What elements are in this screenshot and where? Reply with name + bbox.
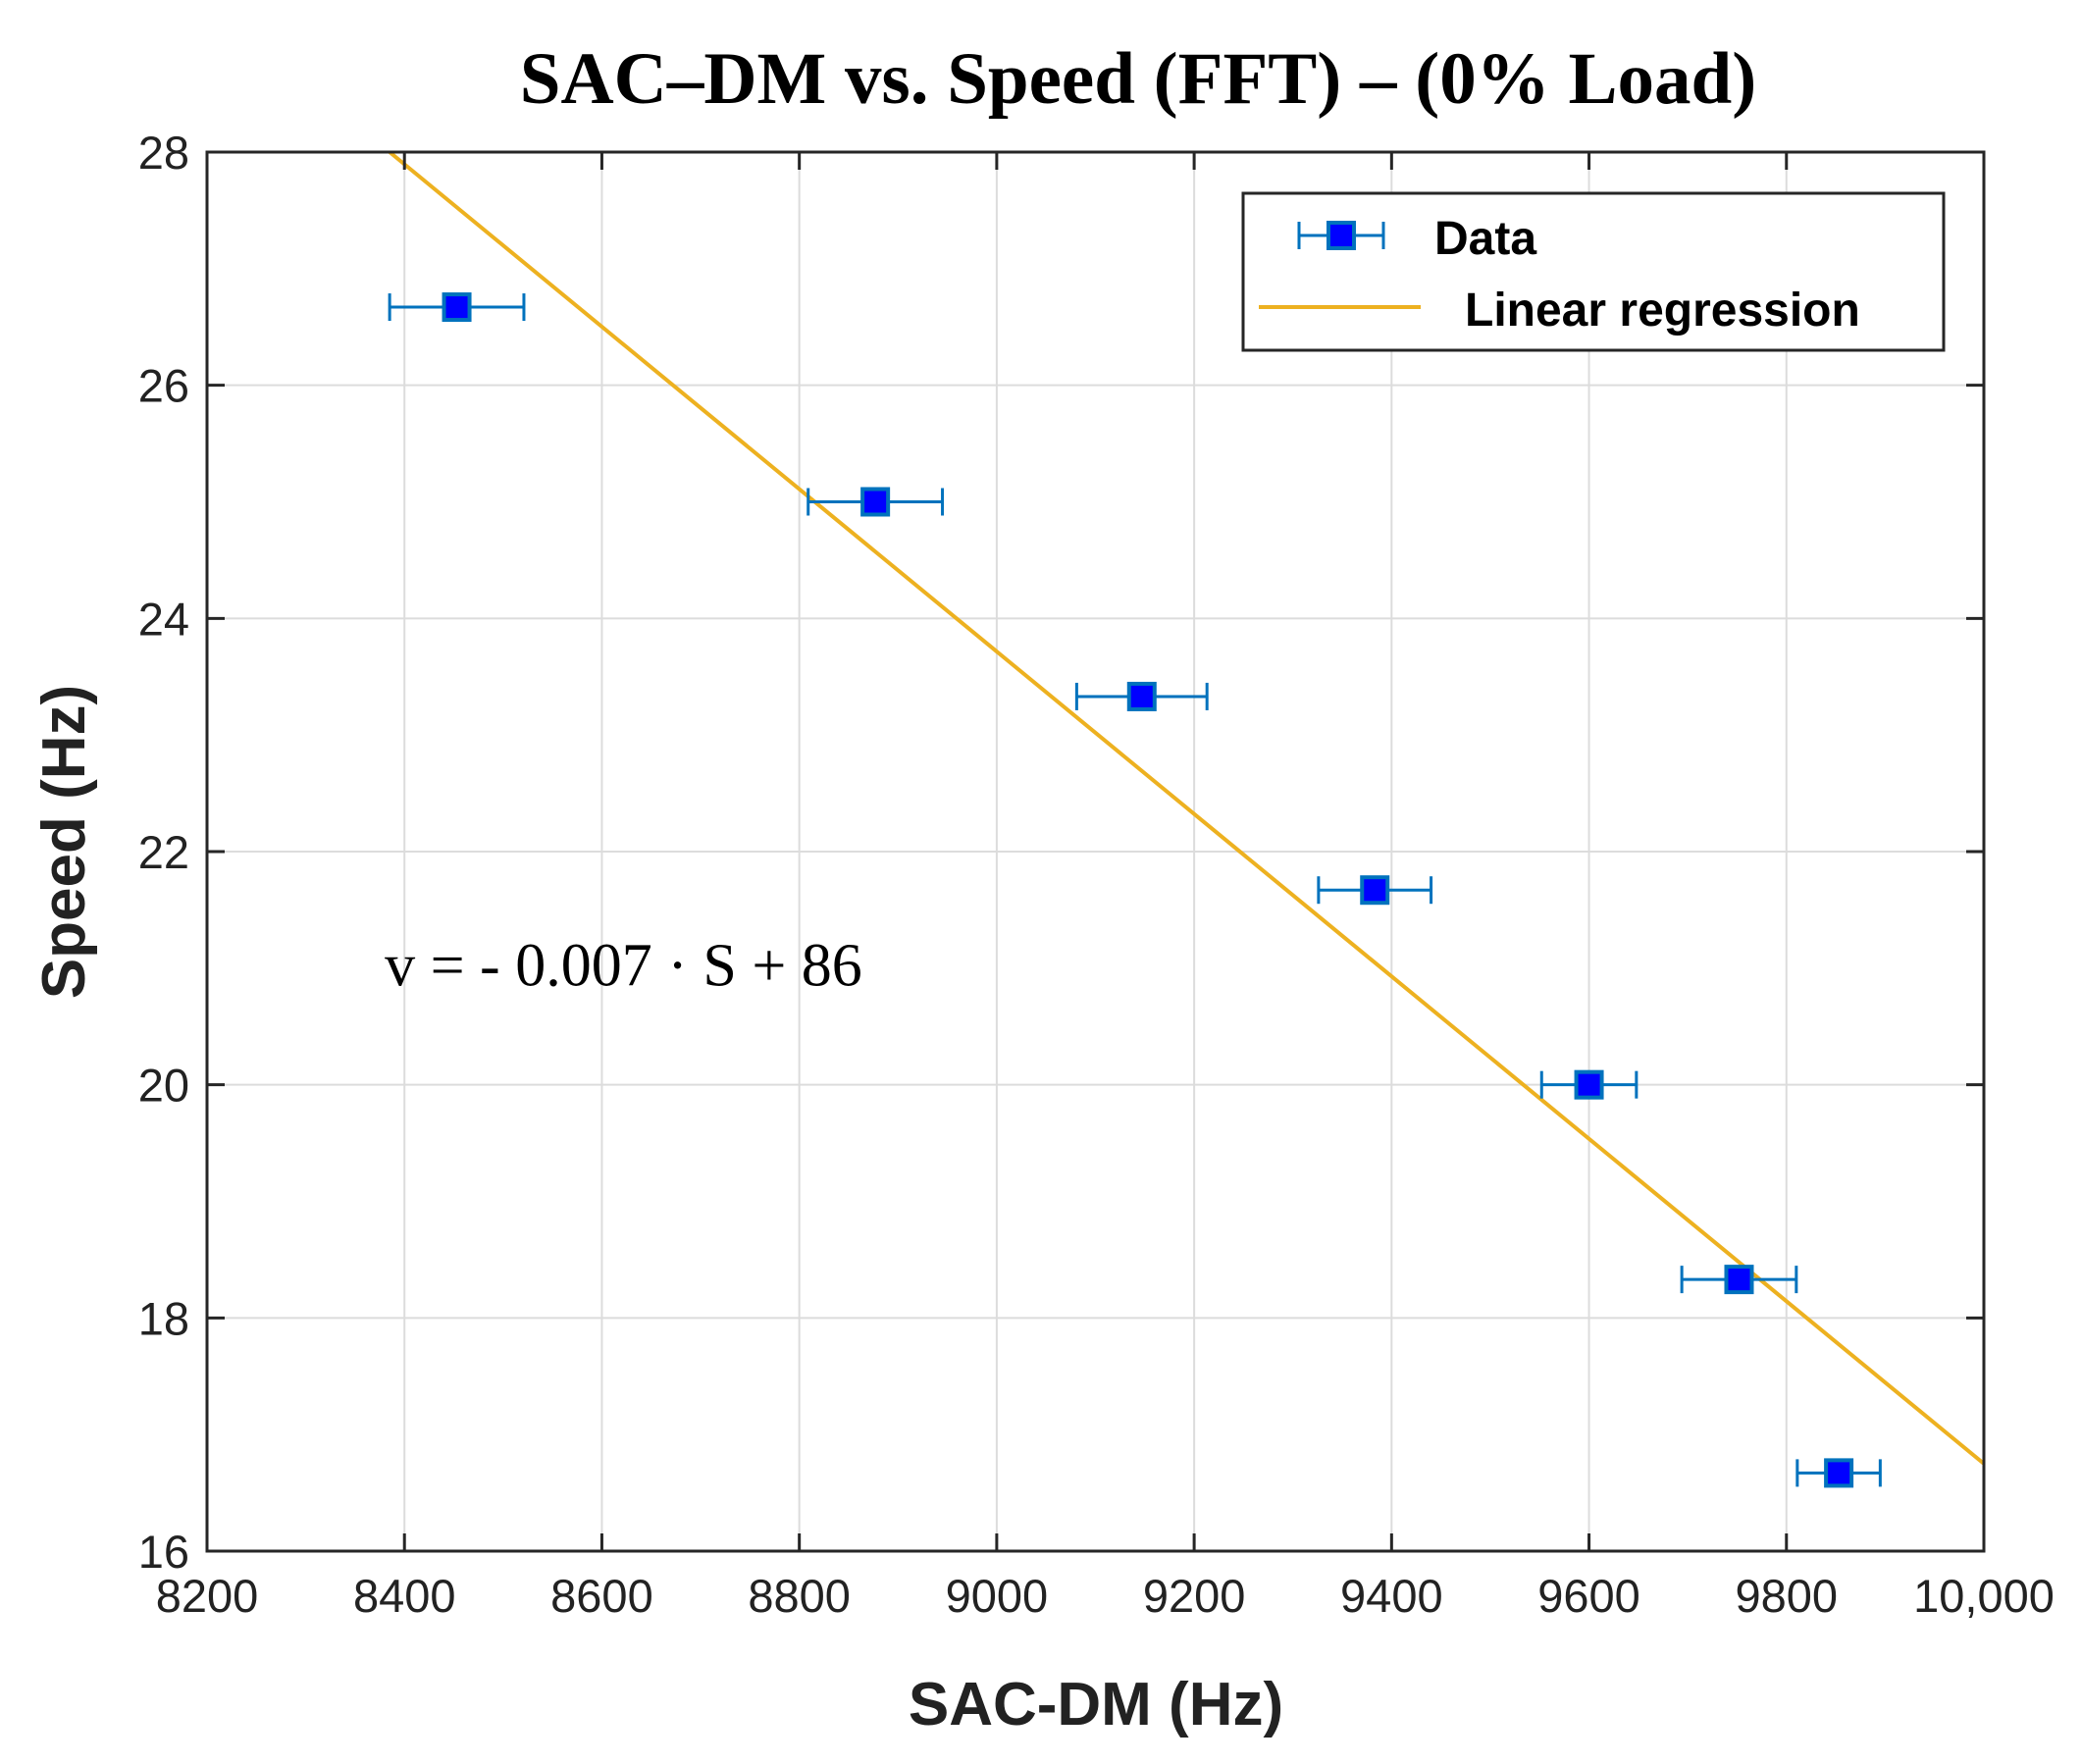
legend-label-data: Data <box>1434 213 1536 265</box>
ticks <box>205 150 1986 1553</box>
data-marker <box>860 487 891 517</box>
regression-equation: v = - 0.007 · S + 86 <box>385 933 862 1000</box>
x-tick-label: 9200 <box>1143 1570 1246 1622</box>
data-layer <box>388 292 1882 1488</box>
y-tick-label: 22 <box>138 826 189 878</box>
y-tick-label: 20 <box>138 1060 189 1112</box>
y-tick-label: 28 <box>138 127 189 179</box>
data-marker <box>1126 681 1157 711</box>
x-tick-label: 9800 <box>1735 1570 1838 1622</box>
data-marker <box>1724 1265 1754 1295</box>
tick-labels: 8200 8400 8600 8800 9000 9200 9400 9600 9800 10,0… <box>138 127 2055 1622</box>
y-tick-label: 16 <box>138 1526 189 1578</box>
regression-line <box>388 150 1986 1466</box>
legend-box <box>1241 191 1946 352</box>
y-axis-label: Speed (Hz) <box>30 685 98 999</box>
data-marker <box>1360 875 1390 906</box>
y-tick-label: 18 <box>138 1292 189 1344</box>
grid <box>206 151 1985 1552</box>
x-tick-label: 9600 <box>1537 1570 1640 1622</box>
x-tick-label: 8200 <box>156 1570 259 1622</box>
data-point <box>1539 1069 1639 1100</box>
data-marker <box>442 292 472 323</box>
legend-data-marker <box>1297 221 1385 250</box>
x-tick-label: 10,000 <box>1913 1570 2055 1622</box>
x-axis-label: SAC-DM (Hz) <box>909 1671 1283 1738</box>
data-marker <box>1574 1069 1604 1100</box>
x-tick-label: 8400 <box>353 1570 456 1622</box>
data-point <box>1795 1458 1882 1488</box>
regression-layer <box>388 150 1986 1466</box>
legend: Data Linear regression <box>1241 191 1946 352</box>
data-point <box>806 487 945 517</box>
x-tick-label: 8800 <box>748 1570 851 1622</box>
y-tick-label: 26 <box>138 360 189 412</box>
x-tick-label: 9400 <box>1340 1570 1443 1622</box>
data-point <box>1317 875 1433 906</box>
y-tick-label: 24 <box>138 593 189 645</box>
legend-marker <box>1327 221 1356 250</box>
data-point <box>1074 681 1209 711</box>
data-marker <box>1824 1458 1854 1488</box>
x-tick-label: 9000 <box>946 1570 1049 1622</box>
data-point <box>388 292 526 323</box>
legend-label-linear-regression: Linear regression <box>1465 285 1860 337</box>
data-point <box>1680 1265 1798 1295</box>
chart-title: SAC–DM vs. Speed (FFT) – (0% Load) <box>520 38 1756 120</box>
x-tick-label: 8600 <box>550 1570 653 1622</box>
